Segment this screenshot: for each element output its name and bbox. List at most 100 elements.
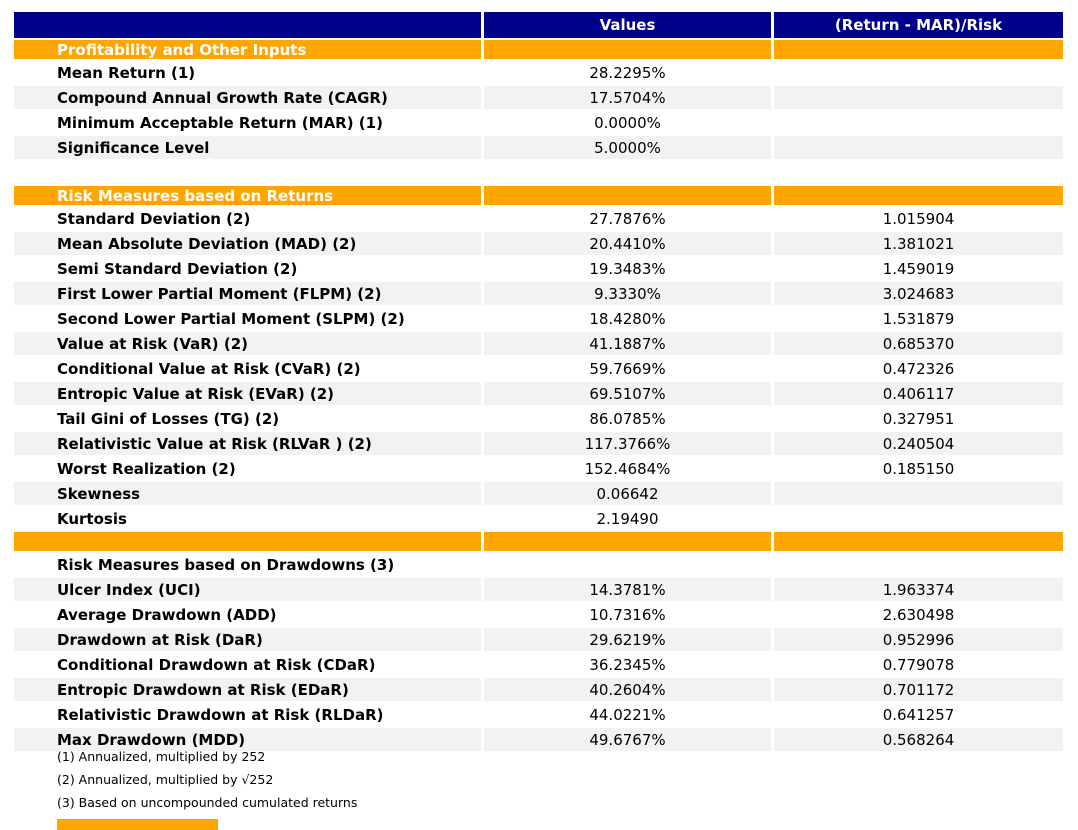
ratio-column-header: (Return - MAR)/Risk (774, 12, 1063, 38)
footnote-1: (1) Annualized, multiplied by 252 (57, 749, 266, 764)
ratio-cell: 3.024683 (774, 282, 1063, 305)
table-row: First Lower Partial Moment (FLPM) (2) 9.3… (14, 282, 1063, 305)
table-row: Tail Gini of Losses (TG) (2) 86.0785% 0.32… (14, 407, 1063, 430)
metric-name-cell: Relativistic Value at Risk (RLVaR ) (2) (14, 432, 481, 455)
table-row: Ulcer Index (UCI) 14.3781% 1.963374 (14, 578, 1063, 601)
metric-name-cell: Significance Level (14, 136, 481, 159)
value-cell: 69.5107% (484, 382, 771, 405)
ratio-cell (774, 482, 1063, 505)
metric-name-cell (14, 532, 481, 551)
value-cell: 28.2295% (484, 61, 771, 84)
value-cell (484, 186, 771, 205)
ratio-cell: 2.630498 (774, 603, 1063, 626)
table-row: Compound Annual Growth Rate (CAGR) 17.570… (14, 86, 1063, 109)
table-row: Second Lower Partial Moment (SLPM) (2) 18… (14, 307, 1063, 330)
metric-name-cell (14, 161, 481, 184)
section-row: Risk Measures based on Returns (14, 186, 1063, 205)
metric-name-cell: Entropic Value at Risk (EVaR) (2) (14, 382, 481, 405)
subheader-row: Risk Measures based on Drawdowns (3) (14, 553, 1063, 576)
ratio-cell (774, 186, 1063, 205)
ratio-cell (774, 507, 1063, 530)
table-row: Standard Deviation (2) 27.7876% 1.015904 (14, 207, 1063, 230)
ratio-cell: 0.568264 (774, 728, 1063, 751)
metric-name-cell: Standard Deviation (2) (14, 207, 481, 230)
footnote-3: (3) Based on uncompounded cumulated retu… (57, 795, 358, 810)
section-row: Profitability and Other Inputs (14, 40, 1063, 59)
metric-column-header (14, 12, 481, 38)
ratio-cell (774, 40, 1063, 59)
ratio-cell: 0.406117 (774, 382, 1063, 405)
metric-name-cell: Relativistic Drawdown at Risk (RLDaR) (14, 703, 481, 726)
table-row: Max Drawdown (MDD) 49.6767% 0.568264 (14, 728, 1063, 751)
metric-name-cell: Skewness (14, 482, 481, 505)
value-cell: 18.4280% (484, 307, 771, 330)
ratio-cell (774, 553, 1063, 576)
value-cell: 9.3330% (484, 282, 771, 305)
metric-name-cell: Value at Risk (VaR) (2) (14, 332, 481, 355)
table-row: Significance Level 5.0000% (14, 136, 1063, 159)
value-cell: 44.0221% (484, 703, 771, 726)
table-row: Semi Standard Deviation (2) 19.3483% 1.459… (14, 257, 1063, 280)
value-cell: 20.4410% (484, 232, 771, 255)
metric-name-cell: Risk Measures based on Drawdowns (3) (14, 553, 481, 576)
spacer-row (14, 161, 1063, 184)
ratio-cell (774, 61, 1063, 84)
value-cell: 19.3483% (484, 257, 771, 280)
table-row: Mean Absolute Deviation (MAD) (2) 20.4410… (14, 232, 1063, 255)
value-cell: 29.6219% (484, 628, 771, 651)
ratio-cell: 1.015904 (774, 207, 1063, 230)
ratio-cell: 0.779078 (774, 653, 1063, 676)
ratio-cell (774, 136, 1063, 159)
metric-name-cell: Profitability and Other Inputs (14, 40, 481, 59)
metric-name-cell: Max Drawdown (MDD) (14, 728, 481, 751)
value-cell: 86.0785% (484, 407, 771, 430)
value-cell: 152.4684% (484, 457, 771, 480)
metric-name-cell: Drawdown at Risk (DaR) (14, 628, 481, 651)
metric-name-cell: Entropic Drawdown at Risk (EDaR) (14, 678, 481, 701)
ratio-cell: 0.685370 (774, 332, 1063, 355)
metric-name-cell: Kurtosis (14, 507, 481, 530)
metric-name-cell: Minimum Acceptable Return (MAR) (1) (14, 111, 481, 134)
ratio-cell: 1.381021 (774, 232, 1063, 255)
metric-name-cell: Second Lower Partial Moment (SLPM) (2) (14, 307, 481, 330)
value-cell: 0.06642 (484, 482, 771, 505)
table-row: Relativistic Drawdown at Risk (RLDaR) 44.… (14, 703, 1063, 726)
metric-name-cell: Conditional Value at Risk (CVaR) (2) (14, 357, 481, 380)
ratio-cell: 1.963374 (774, 578, 1063, 601)
metric-name-cell: Ulcer Index (UCI) (14, 578, 481, 601)
ratio-cell: 0.641257 (774, 703, 1063, 726)
value-cell: 40.2604% (484, 678, 771, 701)
value-cell (484, 532, 771, 551)
section-empty-row (14, 532, 1063, 551)
ratio-cell: 1.459019 (774, 257, 1063, 280)
value-cell: 17.5704% (484, 86, 771, 109)
ratio-cell: 0.240504 (774, 432, 1063, 455)
bottom-orange-bar (57, 819, 218, 830)
value-cell (484, 553, 771, 576)
value-cell: 36.2345% (484, 653, 771, 676)
table-row: Relativistic Value at Risk (RLVaR ) (2) 1… (14, 432, 1063, 455)
table-row: Entropic Drawdown at Risk (EDaR) 40.2604%… (14, 678, 1063, 701)
table-row: Average Drawdown (ADD) 10.7316% 2.630498 (14, 603, 1063, 626)
table-row: Entropic Value at Risk (EVaR) (2) 69.5107… (14, 382, 1063, 405)
value-cell: 41.1887% (484, 332, 771, 355)
value-cell: 2.19490 (484, 507, 771, 530)
metric-name-cell: First Lower Partial Moment (FLPM) (2) (14, 282, 481, 305)
metric-name-cell: Compound Annual Growth Rate (CAGR) (14, 86, 481, 109)
value-cell: 14.3781% (484, 578, 771, 601)
ratio-cell (774, 86, 1063, 109)
ratio-cell: 1.531879 (774, 307, 1063, 330)
footnote-2: (2) Annualized, multiplied by √252 (57, 772, 274, 787)
metric-name-cell: Worst Realization (2) (14, 457, 481, 480)
value-cell (484, 161, 771, 184)
value-cell: 5.0000% (484, 136, 771, 159)
table-row: Conditional Value at Risk (CVaR) (2) 59.7… (14, 357, 1063, 380)
ratio-cell: 0.185150 (774, 457, 1063, 480)
ratio-cell: 0.701172 (774, 678, 1063, 701)
metric-name-cell: Mean Absolute Deviation (MAD) (2) (14, 232, 481, 255)
value-cell: 117.3766% (484, 432, 771, 455)
table-row: Value at Risk (VaR) (2) 41.1887% 0.685370 (14, 332, 1063, 355)
table-row: Mean Return (1) 28.2295% (14, 61, 1063, 84)
ratio-cell (774, 161, 1063, 184)
